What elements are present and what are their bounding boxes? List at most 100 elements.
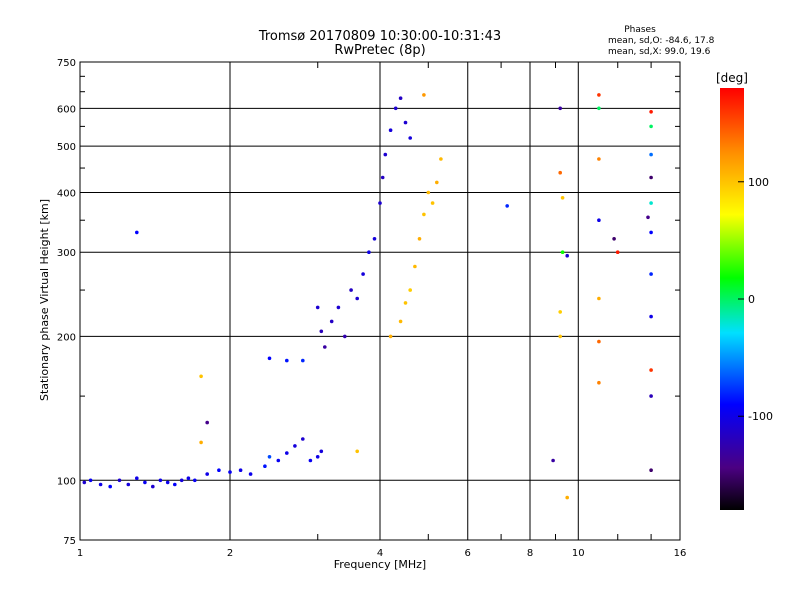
data-point: [558, 106, 562, 111]
data-point: [372, 237, 377, 241]
grid-lines: [80, 62, 680, 540]
data-point: [649, 201, 653, 205]
data-point: [263, 464, 267, 469]
data-point: [267, 455, 272, 459]
y-tick-label: 300: [57, 248, 76, 259]
phase-info-o-line: mean, sd,O: -84.6, 17.8: [608, 36, 715, 46]
data-point: [217, 468, 221, 473]
data-point: [135, 230, 139, 235]
data-point: [285, 358, 289, 363]
data-point: [565, 253, 569, 258]
data-point: [597, 296, 601, 301]
data-point: [158, 478, 163, 483]
data-point: [615, 250, 620, 254]
data-point: [565, 495, 569, 500]
data-point: [108, 484, 112, 489]
x-tick-label: 6: [465, 548, 471, 559]
phase-info-x-line: mean, sd,X: 99.0, 19.6: [608, 47, 711, 57]
colorbar-unit-label: [deg]: [716, 71, 748, 85]
data-point: [649, 230, 653, 235]
y-axis-ticks: 75 100 200 300 400 500 600 750: [57, 58, 680, 547]
data-point: [422, 93, 426, 97]
data-points: [82, 93, 653, 500]
data-point: [417, 237, 422, 241]
y-tick-label: 200: [57, 332, 76, 343]
data-point: [597, 93, 601, 97]
data-point: [173, 482, 177, 487]
data-point: [319, 449, 324, 454]
data-point: [408, 288, 413, 292]
data-point: [117, 478, 122, 483]
data-point: [319, 329, 324, 334]
data-point: [393, 106, 398, 111]
data-point: [612, 237, 616, 241]
x-tick-label: 1: [77, 548, 83, 559]
data-point: [558, 334, 562, 339]
data-point: [649, 468, 653, 473]
colorbar-tick-label: -100: [748, 410, 773, 423]
data-point: [649, 272, 653, 276]
data-point: [329, 319, 334, 324]
data-point: [649, 152, 653, 157]
x-tick-label: 2: [227, 548, 233, 559]
data-point: [323, 345, 327, 349]
data-point: [649, 124, 653, 129]
data-point: [597, 380, 601, 385]
data-point: [199, 440, 203, 445]
data-point: [301, 358, 305, 363]
data-point: [315, 305, 320, 310]
data-point: [646, 215, 650, 220]
data-point: [367, 250, 371, 254]
data-point: [398, 319, 403, 324]
colorbar-tick-label: 0: [748, 293, 755, 306]
data-point: [276, 458, 281, 463]
data-point: [430, 201, 435, 205]
data-point: [205, 420, 209, 425]
data-point: [597, 218, 601, 222]
data-point: [336, 305, 341, 310]
colorbar-tick-label: 100: [748, 176, 769, 189]
data-point: [165, 480, 170, 485]
data-point: [248, 472, 253, 476]
data-point: [361, 272, 365, 276]
data-point: [205, 472, 209, 476]
y-tick-label: 750: [57, 58, 76, 69]
data-point: [560, 250, 565, 254]
data-point: [82, 480, 87, 485]
data-point: [435, 180, 439, 185]
data-point: [408, 136, 413, 140]
y-tick-label: 400: [57, 188, 76, 199]
data-point: [597, 339, 601, 344]
y-tick-label: 75: [63, 536, 76, 547]
data-point: [186, 476, 191, 481]
data-point: [597, 157, 601, 161]
x-axis-label: Frequency [MHz]: [334, 558, 426, 571]
data-point: [398, 96, 403, 100]
data-point: [597, 106, 601, 111]
data-point: [343, 334, 347, 339]
data-point: [193, 478, 197, 483]
data-point: [308, 458, 313, 463]
data-point: [426, 190, 431, 195]
data-point: [301, 437, 305, 441]
data-point: [388, 128, 393, 132]
data-point: [98, 482, 103, 487]
colorbar-ticks: 100 0 -100: [738, 176, 773, 423]
data-point: [403, 120, 408, 125]
chart-title-line1: Tromsø 20170809 10:30:00-10:31:43: [258, 29, 501, 44]
data-point: [228, 470, 232, 474]
y-tick-label: 600: [57, 104, 76, 115]
data-point: [380, 175, 385, 180]
data-point: [135, 476, 139, 481]
data-point: [179, 478, 184, 483]
x-tick-label: 4: [377, 548, 383, 559]
data-point: [649, 110, 653, 114]
data-point: [422, 212, 426, 217]
data-point: [383, 152, 388, 157]
y-axis-label: Stationary phase Virtual Height [km]: [38, 199, 51, 401]
data-point: [143, 480, 147, 485]
data-point: [285, 451, 289, 455]
data-point: [649, 314, 653, 319]
data-point: [88, 478, 93, 483]
